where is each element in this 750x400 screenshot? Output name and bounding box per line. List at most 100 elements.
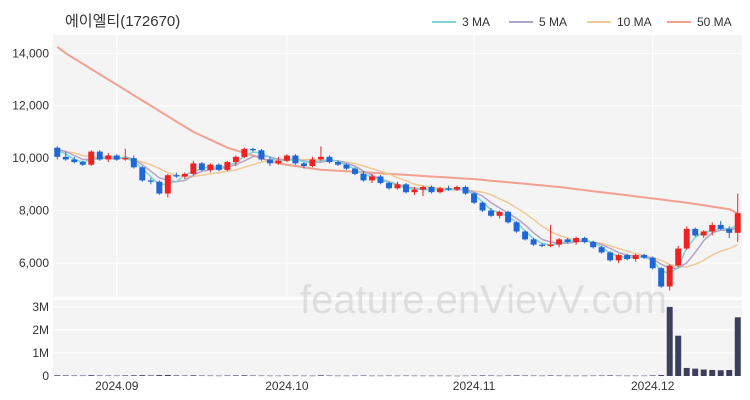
candle-body	[505, 211, 512, 223]
volume-bar	[156, 375, 163, 376]
volume-bar	[556, 375, 563, 377]
candle-body	[454, 186, 461, 190]
volume-bar	[386, 375, 392, 377]
candle-body	[632, 255, 639, 260]
chart-title: 에이엘티(172670)	[65, 13, 180, 30]
volume-bar	[709, 370, 716, 376]
candle-body	[96, 151, 103, 160]
volume-bar	[343, 375, 350, 377]
volume-bar	[283, 375, 290, 377]
candle-body	[79, 162, 86, 165]
candle-body	[530, 239, 537, 245]
candle-body	[147, 180, 154, 182]
candle-body	[369, 176, 375, 181]
candle-body	[564, 239, 571, 242]
volume-bar	[130, 375, 137, 376]
price-panel	[53, 35, 742, 297]
volume-bar	[122, 375, 129, 376]
candle-body	[734, 213, 741, 233]
volume-bar	[181, 375, 188, 377]
volume-bar	[615, 375, 622, 377]
candle-body	[726, 228, 733, 233]
candle-body	[581, 238, 588, 242]
volume-bar	[700, 369, 707, 376]
candle-body	[198, 163, 205, 170]
volume-bar	[649, 375, 656, 376]
volume-bar	[632, 375, 639, 377]
candle-body	[445, 188, 452, 190]
candle-body	[266, 159, 273, 164]
candle-body	[88, 151, 95, 165]
volume-bar	[249, 375, 256, 377]
volume-bar	[726, 370, 733, 376]
candle-body	[649, 257, 656, 269]
volume-bar	[598, 375, 605, 377]
candle-body	[156, 181, 163, 194]
candle-body	[556, 239, 563, 245]
candle-body	[113, 155, 120, 160]
candle-body	[71, 159, 78, 163]
legend-label: 50 MA	[697, 15, 732, 29]
volume-bars	[54, 306, 741, 377]
volume-bar	[224, 375, 231, 377]
volume-bar	[683, 367, 690, 376]
volume-bar	[496, 375, 503, 377]
candle-body	[607, 252, 614, 261]
candle-body	[173, 175, 180, 177]
candle-body	[300, 163, 307, 166]
volume-bar	[454, 375, 461, 377]
volume-bar	[207, 375, 214, 377]
x-axis: 2024.09 2024.10 2024.11 2024.12	[95, 379, 675, 393]
volume-bar	[717, 370, 724, 376]
volume-bar	[326, 375, 333, 377]
candle-body	[692, 228, 699, 236]
volume-bar	[71, 375, 78, 377]
volume-bar	[241, 375, 248, 376]
candle-body	[658, 268, 665, 287]
candle-body	[309, 159, 316, 166]
candle-body	[258, 150, 265, 160]
volume-bar	[658, 375, 665, 376]
candle-body	[598, 247, 605, 253]
volume-tick-label: 1M	[32, 346, 49, 360]
volume-bar	[139, 375, 146, 376]
volume-bar	[624, 375, 631, 377]
candle-body	[130, 158, 137, 168]
candle-body	[377, 176, 384, 184]
candle-body	[207, 164, 214, 170]
price-tick-label: 10,000	[12, 151, 49, 165]
volume-bar	[547, 375, 554, 376]
volume-bar	[215, 375, 222, 377]
volume-bar	[275, 375, 282, 377]
volume-bar	[403, 375, 409, 377]
candle-body	[471, 193, 478, 203]
volume-bar	[641, 375, 648, 377]
legend-label: 3 MA	[462, 15, 490, 29]
volume-bar	[522, 375, 529, 377]
candle-body	[164, 175, 171, 194]
candle-body	[709, 224, 716, 232]
volume-bar	[573, 375, 580, 377]
volume-bar	[79, 375, 86, 377]
candle-body	[717, 224, 724, 229]
volume-bar	[266, 375, 273, 377]
volume-bar	[173, 375, 180, 376]
candle-body	[420, 186, 426, 190]
candle-body	[590, 241, 597, 248]
volume-bar	[351, 375, 358, 377]
legend-label: 5 MA	[539, 15, 567, 29]
candle-body	[105, 155, 112, 160]
legend: 3 MA 5 MA 10 MA 50 MA	[432, 15, 732, 29]
volume-bar	[692, 368, 699, 376]
candle-body	[547, 244, 554, 246]
volume-bar	[96, 375, 103, 377]
candle-body	[386, 183, 392, 189]
volume-bar	[445, 375, 452, 377]
volume-bar	[232, 375, 239, 376]
volume-bar	[530, 375, 537, 377]
candle-body	[394, 184, 401, 189]
volume-bar	[666, 306, 673, 376]
candle-body	[428, 186, 435, 193]
volume-bar	[734, 317, 741, 376]
